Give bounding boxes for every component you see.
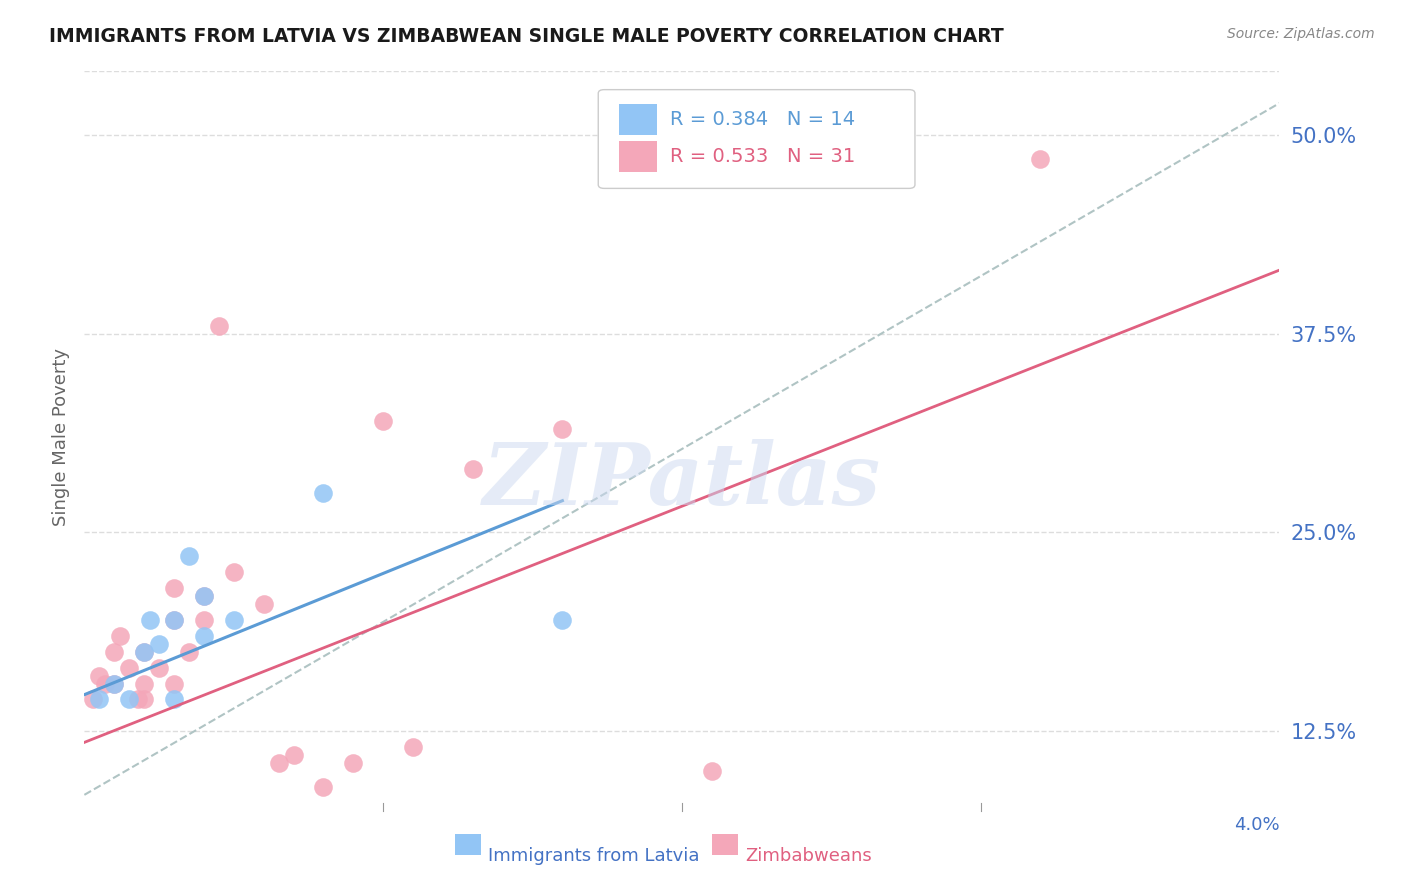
Point: [118, 660, 141, 674]
Text: R = 0.533   N = 31: R = 0.533 N = 31: [671, 146, 855, 166]
Bar: [456, 833, 481, 855]
Point: [103, 676, 125, 690]
Point: [551, 422, 574, 436]
Point: [89, 692, 111, 706]
Point: [402, 740, 425, 755]
Point: [700, 764, 723, 778]
Point: [193, 589, 215, 603]
Text: ZIPatlas: ZIPatlas: [482, 439, 882, 523]
Point: [103, 676, 125, 690]
Point: [163, 676, 186, 690]
Point: [82, 692, 104, 706]
Point: [132, 645, 156, 659]
Point: [139, 613, 162, 627]
Point: [222, 613, 245, 627]
Point: [89, 668, 111, 682]
Text: R = 0.384   N = 14: R = 0.384 N = 14: [671, 110, 855, 129]
Text: 4.0%: 4.0%: [1234, 815, 1279, 833]
Point: [253, 597, 276, 611]
Point: [148, 637, 170, 651]
Point: [208, 318, 231, 333]
Point: [373, 414, 395, 428]
Text: Zimbabweans: Zimbabweans: [745, 847, 872, 864]
Bar: [711, 833, 738, 855]
Point: [283, 748, 305, 763]
Point: [94, 676, 117, 690]
Point: [267, 756, 290, 770]
Point: [163, 581, 186, 595]
Point: [127, 692, 149, 706]
Point: [342, 756, 364, 770]
Point: [132, 692, 156, 706]
Y-axis label: Single Male Poverty: Single Male Poverty: [52, 348, 70, 526]
Point: [312, 485, 335, 500]
Point: [132, 676, 156, 690]
Point: [193, 613, 215, 627]
Text: Source: ZipAtlas.com: Source: ZipAtlas.com: [1227, 27, 1375, 41]
Bar: [619, 141, 657, 171]
Text: IMMIGRANTS FROM LATVIA VS ZIMBABWEAN SINGLE MALE POVERTY CORRELATION CHART: IMMIGRANTS FROM LATVIA VS ZIMBABWEAN SIN…: [49, 27, 1004, 45]
Point: [177, 645, 200, 659]
Point: [193, 629, 215, 643]
Point: [222, 566, 245, 580]
Point: [132, 645, 156, 659]
Point: [312, 780, 335, 794]
FancyBboxPatch shape: [599, 90, 915, 188]
Point: [193, 589, 215, 603]
Point: [163, 692, 186, 706]
Point: [148, 660, 170, 674]
Point: [177, 549, 200, 564]
Point: [110, 629, 132, 643]
Point: [118, 692, 141, 706]
Point: [103, 645, 125, 659]
Point: [551, 613, 574, 627]
Point: [461, 462, 484, 476]
Point: [163, 613, 186, 627]
Text: Immigrants from Latvia: Immigrants from Latvia: [488, 847, 700, 864]
Point: [1029, 152, 1052, 166]
Bar: [619, 104, 657, 135]
Point: [163, 613, 186, 627]
